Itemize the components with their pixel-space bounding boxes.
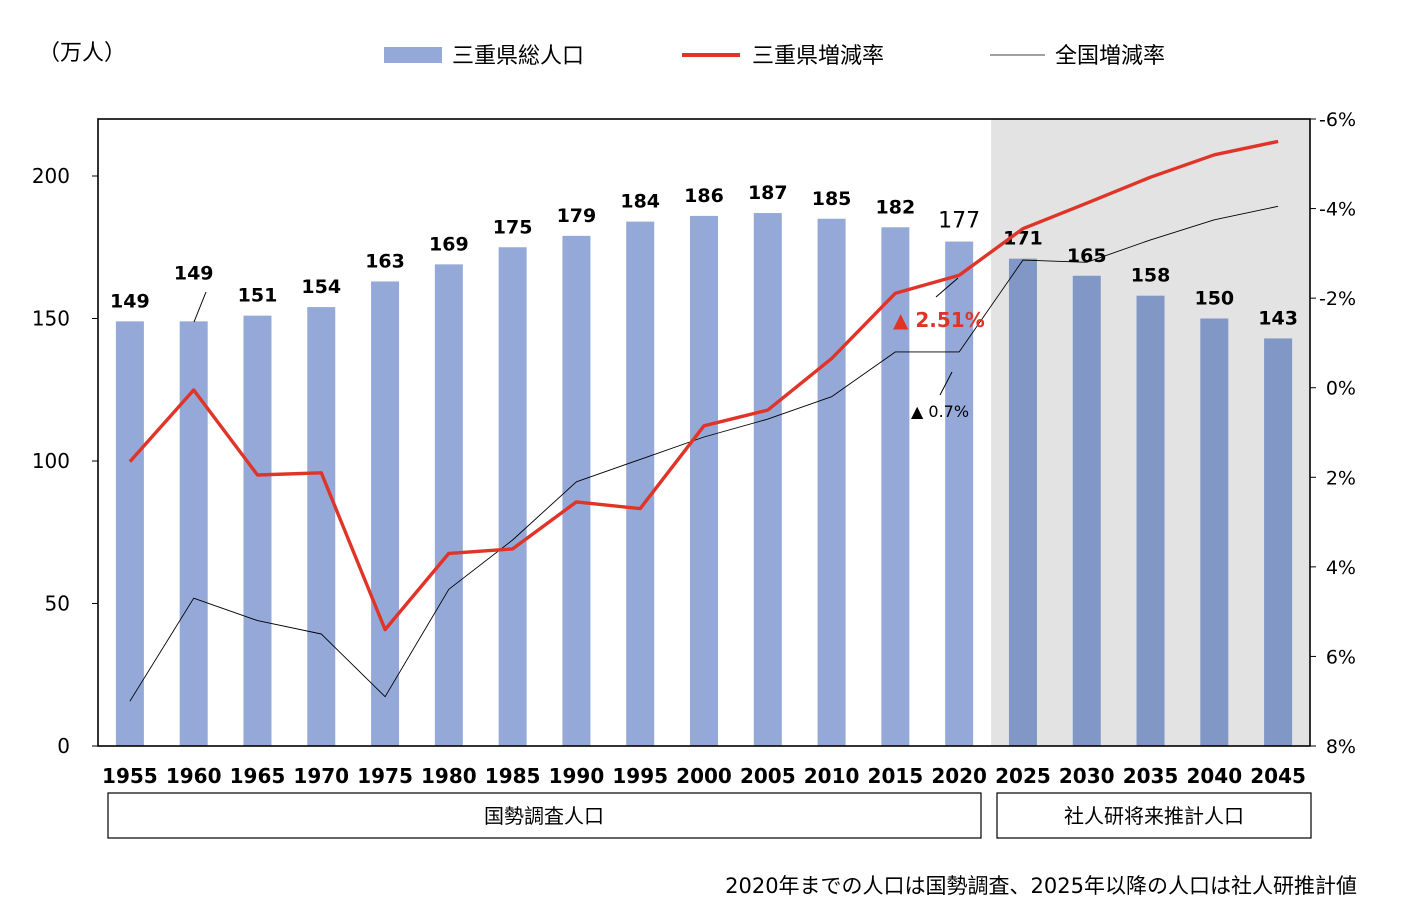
x-axis: 1955 1960 1965 1970 1975 1980 1985 1990 1995 2000…: [102, 764, 1306, 788]
bar-1960: [179, 321, 208, 746]
right-tick-label-2: 2%: [1326, 467, 1356, 489]
footnote: 2020年までの人口は国勢調査、2025年以降の人口は社人研推計値: [725, 874, 1357, 898]
bar-value-label-2025: 171: [1003, 228, 1043, 250]
bar-value-label-2040: 150: [1194, 288, 1234, 310]
bar-2025: [1008, 258, 1037, 746]
bar-1985: [498, 247, 527, 746]
bar-1970: [307, 307, 336, 746]
x-tick-label-2000: 2000: [676, 764, 732, 788]
bar-value-label-1990: 179: [557, 205, 597, 227]
bar-value-label-2035: 158: [1131, 265, 1171, 287]
right-tick-label-0: 0%: [1326, 378, 1356, 400]
bar-1980: [434, 264, 463, 746]
bar-1995: [626, 221, 655, 747]
x-tick-label-2025: 2025: [995, 764, 1051, 788]
group-box-census: [107, 792, 982, 839]
x-tick-label-1975: 1975: [357, 764, 413, 788]
annotation-national-2020: ▲ 0.7%: [911, 402, 969, 421]
left-tick-label-50: 50: [45, 592, 70, 616]
bar-1955: [115, 321, 144, 746]
right-tick-label-4: 4%: [1326, 557, 1356, 579]
right-axis: -6% -4% -2% 0% 2% 4% 6% 8%: [1310, 109, 1356, 758]
bar-value-label-1955: 149: [110, 290, 150, 312]
legend-label-mie-population: 三重県総人口: [452, 44, 584, 69]
x-tick-label-1990: 1990: [549, 764, 605, 788]
bar-2015: [881, 227, 910, 747]
bar-value-label-2005: 187: [748, 182, 788, 204]
bar-value-labels: 149 149 151 154 163 169 175 179 184 186 187 185 182 1…: [110, 182, 1298, 329]
bar-value-label-2030: 165: [1067, 245, 1107, 267]
bar-value-label-2045: 143: [1258, 307, 1298, 329]
bar-2000: [690, 215, 718, 746]
bar-value-label-2015: 182: [876, 196, 916, 218]
x-tick-label-2045: 2045: [1250, 764, 1306, 788]
left-tick-label-0: 0: [57, 734, 70, 758]
right-tick-label--6: -6%: [1319, 109, 1356, 131]
bar-2020: [945, 241, 974, 747]
left-tick-label-200: 200: [32, 164, 70, 188]
bar-1990: [562, 235, 591, 746]
bar-value-label-1975: 163: [365, 250, 405, 272]
left-tick-label-100: 100: [32, 449, 70, 473]
bars: [115, 213, 1293, 747]
x-tick-label-2020: 2020: [931, 764, 987, 788]
annotations: ▲ 2.51% ▲ 0.7%: [193, 277, 985, 421]
x-tick-label-2015: 2015: [868, 764, 924, 788]
bar-2030: [1072, 275, 1101, 746]
bar-value-label-1995: 184: [620, 191, 660, 213]
legend: （万人） 三重県総人口 三重県増減率 全国増減率: [38, 41, 1165, 69]
x-tick-label-1970: 1970: [293, 764, 349, 788]
left-axis-unit-label: （万人）: [38, 41, 126, 66]
right-tick-label-8: 8%: [1326, 736, 1356, 758]
legend-swatch-mie-population: [384, 47, 442, 63]
period-groups: 国勢調査人口 社人研将来推計人口: [107, 792, 1312, 839]
group-label-census: 国勢調査人口: [484, 804, 604, 828]
group-label-projection: 社人研将来推計人口: [1064, 804, 1244, 828]
x-tick-label-2035: 2035: [1123, 764, 1179, 788]
right-tick-label--4: -4%: [1319, 199, 1356, 221]
x-tick-label-1995: 1995: [612, 764, 668, 788]
x-tick-label-2030: 2030: [1059, 764, 1115, 788]
x-tick-label-2005: 2005: [740, 764, 796, 788]
plot-frame: [97, 118, 1311, 747]
bar-value-label-2020: 177: [938, 209, 980, 234]
x-tick-label-1985: 1985: [485, 764, 541, 788]
left-axis: 0 50 100 150 200: [32, 164, 98, 758]
callout-line-1960: [193, 291, 207, 323]
x-tick-label-1960: 1960: [166, 764, 222, 788]
bar-value-label-1960: 149: [174, 262, 214, 284]
bar-1965: [243, 315, 272, 746]
x-tick-label-1955: 1955: [102, 764, 158, 788]
group-box-projection: [996, 792, 1312, 839]
bar-value-label-1970: 154: [301, 276, 341, 298]
legend-label-national-rate: 全国増減率: [1055, 44, 1165, 69]
rate-lines: [128, 139, 1279, 702]
x-tick-label-2010: 2010: [804, 764, 860, 788]
bar-2035: [1136, 295, 1165, 746]
bar-2040: [1200, 318, 1229, 746]
bar-value-label-2000: 186: [684, 185, 724, 207]
left-tick-label-150: 150: [32, 307, 70, 331]
callout-line-mie-2020: [935, 277, 959, 298]
bar-value-label-1965: 151: [238, 285, 278, 307]
bar-value-label-1980: 169: [429, 233, 469, 255]
callout-line-national-2020: [939, 371, 953, 396]
bar-2045: [1264, 338, 1293, 746]
x-tick-label-2040: 2040: [1186, 764, 1242, 788]
bar-2005: [753, 213, 782, 747]
bar-1975: [371, 281, 400, 746]
right-tick-label-6: 6%: [1326, 646, 1356, 668]
x-tick-label-1980: 1980: [421, 764, 477, 788]
bar-value-label-2010: 185: [812, 188, 852, 210]
annotation-mie-2020: ▲ 2.51%: [893, 308, 985, 332]
bar-2010: [817, 218, 846, 746]
x-tick-label-1965: 1965: [230, 764, 286, 788]
legend-label-mie-rate: 三重県増減率: [752, 44, 884, 69]
bar-value-label-1985: 175: [493, 216, 533, 238]
right-tick-label--2: -2%: [1319, 288, 1356, 310]
